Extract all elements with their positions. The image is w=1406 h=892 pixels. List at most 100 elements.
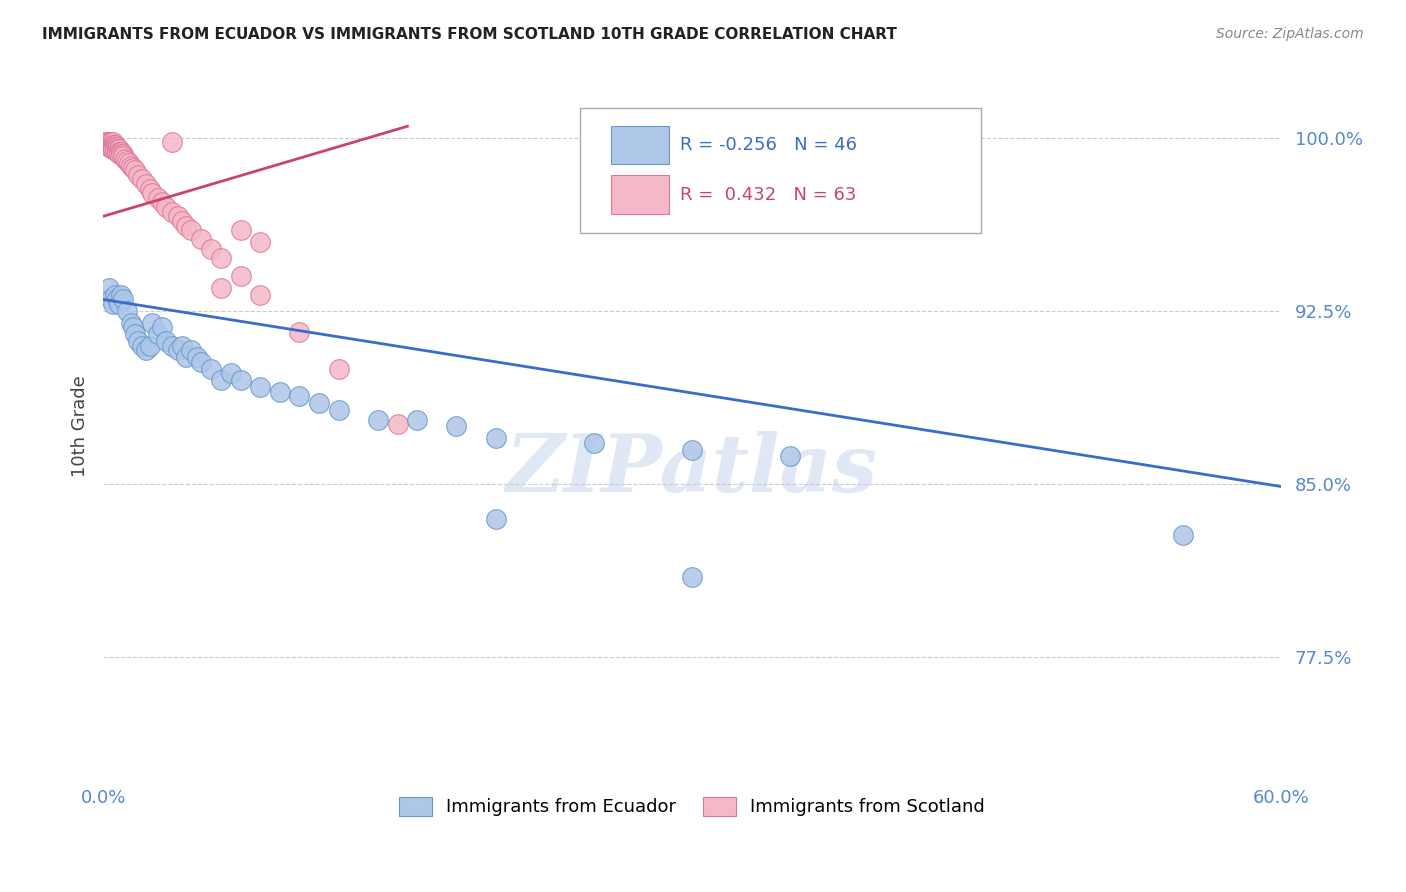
- Point: [681, 569, 703, 583]
- Point: [108, 142, 131, 156]
- Point: [387, 417, 409, 432]
- Point: [100, 140, 122, 154]
- Point: [111, 147, 134, 161]
- Point: [269, 384, 291, 399]
- Point: [94, 137, 117, 152]
- Point: [166, 343, 188, 358]
- Point: [124, 327, 146, 342]
- Point: [105, 140, 128, 154]
- Point: [121, 161, 143, 175]
- Point: [328, 361, 350, 376]
- Point: [101, 297, 124, 311]
- Point: [111, 149, 134, 163]
- Point: [186, 350, 208, 364]
- Point: [110, 147, 132, 161]
- Point: [101, 137, 124, 152]
- Point: [111, 293, 134, 307]
- Point: [229, 373, 252, 387]
- Point: [135, 343, 157, 358]
- Point: [170, 214, 193, 228]
- Point: [98, 281, 121, 295]
- Point: [209, 373, 232, 387]
- Point: [101, 140, 124, 154]
- Point: [98, 137, 121, 152]
- Point: [108, 147, 131, 161]
- Point: [174, 350, 197, 364]
- Point: [96, 136, 118, 150]
- Point: [105, 142, 128, 156]
- Point: [249, 288, 271, 302]
- Text: ZIPatlas: ZIPatlas: [506, 431, 879, 508]
- Point: [108, 145, 131, 159]
- Point: [104, 137, 127, 152]
- Text: IMMIGRANTS FROM ECUADOR VS IMMIGRANTS FROM SCOTLAND 10TH GRADE CORRELATION CHART: IMMIGRANTS FROM ECUADOR VS IMMIGRANTS FR…: [42, 27, 897, 42]
- Point: [110, 288, 132, 302]
- Text: R = -0.256   N = 46: R = -0.256 N = 46: [681, 136, 858, 154]
- Point: [94, 136, 117, 150]
- Point: [115, 153, 138, 168]
- Point: [114, 152, 136, 166]
- Point: [101, 137, 124, 152]
- Point: [104, 142, 127, 156]
- Text: R =  0.432   N = 63: R = 0.432 N = 63: [681, 186, 856, 203]
- Point: [124, 163, 146, 178]
- Text: Source: ZipAtlas.com: Source: ZipAtlas.com: [1216, 27, 1364, 41]
- Point: [681, 442, 703, 457]
- Point: [180, 223, 202, 237]
- Point: [105, 145, 128, 159]
- Point: [100, 137, 122, 152]
- Point: [139, 338, 162, 352]
- FancyBboxPatch shape: [610, 176, 668, 214]
- Point: [146, 191, 169, 205]
- Point: [108, 297, 131, 311]
- Point: [98, 136, 121, 150]
- Point: [96, 137, 118, 152]
- Point: [135, 177, 157, 191]
- Point: [446, 419, 468, 434]
- Point: [104, 288, 127, 302]
- Point: [121, 320, 143, 334]
- Point: [160, 136, 183, 150]
- Point: [131, 172, 153, 186]
- Point: [100, 136, 122, 150]
- Point: [104, 140, 127, 154]
- Point: [100, 293, 122, 307]
- Point: [174, 219, 197, 233]
- Point: [139, 181, 162, 195]
- Point: [127, 334, 149, 348]
- Point: [485, 431, 508, 445]
- Point: [98, 140, 121, 154]
- Point: [115, 304, 138, 318]
- Point: [229, 269, 252, 284]
- Point: [209, 281, 232, 295]
- Point: [200, 361, 222, 376]
- Point: [105, 293, 128, 307]
- FancyBboxPatch shape: [581, 108, 980, 233]
- Point: [160, 204, 183, 219]
- Point: [219, 367, 242, 381]
- Point: [155, 200, 177, 214]
- Point: [190, 355, 212, 369]
- Legend: Immigrants from Ecuador, Immigrants from Scotland: Immigrants from Ecuador, Immigrants from…: [391, 789, 994, 825]
- Point: [104, 142, 127, 156]
- Point: [131, 338, 153, 352]
- Point: [141, 186, 163, 201]
- Point: [406, 412, 429, 426]
- Point: [1171, 528, 1194, 542]
- Point: [229, 223, 252, 237]
- Point: [101, 140, 124, 154]
- Point: [485, 512, 508, 526]
- Point: [127, 168, 149, 182]
- Point: [150, 195, 173, 210]
- Point: [209, 251, 232, 265]
- Point: [200, 242, 222, 256]
- Point: [118, 156, 141, 170]
- Point: [101, 142, 124, 156]
- Point: [170, 338, 193, 352]
- Point: [288, 325, 311, 339]
- Point: [101, 142, 124, 156]
- Point: [146, 327, 169, 342]
- Point: [249, 380, 271, 394]
- Point: [160, 338, 183, 352]
- Y-axis label: 10th Grade: 10th Grade: [72, 376, 89, 477]
